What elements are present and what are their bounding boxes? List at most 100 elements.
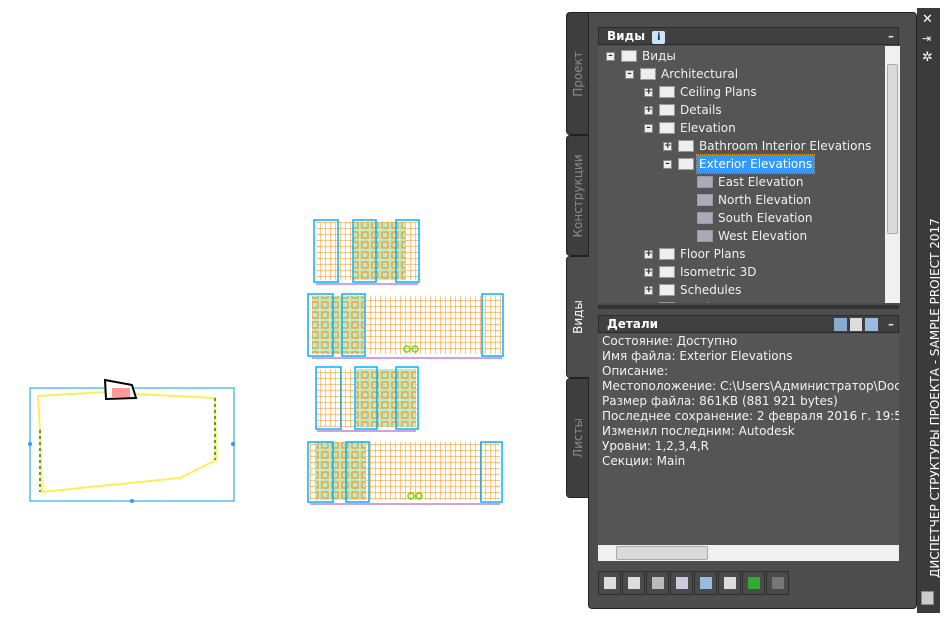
tree-item-label: Elevation	[680, 121, 736, 135]
collapse-icon[interactable]: –	[606, 52, 615, 61]
tree-item[interactable]: – Exterior Elevations	[598, 154, 885, 174]
tree-item-label: South Elevation	[718, 211, 813, 225]
refresh-button[interactable]	[742, 571, 765, 595]
details-list-icon[interactable]	[849, 318, 863, 331]
tree-item[interactable]: South Elevation	[598, 209, 885, 227]
details-title: Детали	[607, 317, 659, 331]
tree-vertical-scrollbar[interactable]	[885, 46, 900, 303]
folder-icon	[659, 86, 675, 98]
properties-icon[interactable]: ✲	[922, 50, 933, 65]
tree-item-label: Exterior Elevations	[695, 154, 816, 174]
tab-label: Листы	[570, 418, 585, 458]
tree-item[interactable]: West Elevation	[598, 227, 885, 245]
tab-views[interactable]: Виды	[566, 256, 589, 378]
tree-item-label: Details	[680, 103, 722, 117]
tab-label: Конструкции	[570, 153, 585, 238]
detail-line: Уровни: 1,2,3,4,R	[602, 439, 709, 453]
drawing-canvas[interactable]	[0, 0, 565, 622]
details-header[interactable]: Детали –	[598, 315, 899, 333]
tree-item-label: Виды	[642, 49, 676, 63]
repath-button[interactable]	[766, 571, 789, 595]
expand-icon[interactable]: +	[644, 249, 653, 259]
expand-icon[interactable]: +	[663, 141, 672, 151]
new-view-category-button[interactable]	[622, 571, 645, 595]
tab-constructs[interactable]: Конструкции	[566, 135, 589, 256]
folder-icon	[659, 302, 675, 303]
folder-open-icon	[640, 68, 656, 80]
scroll-thumb[interactable]	[616, 546, 708, 560]
splitter[interactable]	[598, 305, 899, 309]
views-tree[interactable]: – Виды – Architectural + Ceiling Plans + Detail…	[598, 46, 885, 303]
tree-item-label: West Elevation	[718, 229, 808, 243]
palette-title-bar[interactable]: ✕ ⇥ ✲ ДИСПЕТЧЕР СТРУКТУРЫ ПРОЕКТА - SAMP…	[917, 8, 942, 613]
detail-line: Имя файла: Exterior Elevations	[602, 349, 793, 363]
tree-item-label: East Elevation	[718, 175, 804, 189]
expand-icon[interactable]: +	[644, 267, 653, 277]
tree-item[interactable]: + Schedules	[598, 281, 885, 299]
folder-icon	[659, 104, 675, 116]
tree-item[interactable]: + Isometric 3D	[598, 263, 885, 281]
minimize-button[interactable]: –	[888, 29, 894, 43]
layout-button[interactable]	[718, 571, 741, 595]
expand-icon[interactable]: +	[644, 105, 653, 115]
tree-item[interactable]: – Elevation	[598, 119, 885, 137]
view-icon	[697, 176, 713, 188]
tree-item[interactable]: East Elevation	[598, 173, 885, 191]
tab-sheets[interactable]: Листы	[566, 378, 589, 498]
select-icon	[700, 577, 712, 589]
auto-hide-icon[interactable]: ⇥	[922, 32, 932, 45]
details-content: Состояние: Доступно Имя файла: Exterior E…	[598, 334, 899, 546]
minimize-button[interactable]: –	[888, 317, 894, 331]
tree-item[interactable]: + Details	[598, 101, 885, 119]
views-header[interactable]: Виды i –	[598, 27, 899, 45]
preview-icon[interactable]	[834, 318, 847, 331]
elevation-view-icon	[678, 158, 694, 170]
tree-item-label: Isometric 3D	[680, 265, 757, 279]
new-view-icon	[604, 577, 616, 589]
views-title: Виды	[607, 29, 646, 43]
tree-item[interactable]: – Architectural	[598, 65, 885, 83]
view-icon	[697, 194, 713, 206]
detail-line: Описание:	[602, 364, 669, 378]
refresh-icon	[748, 577, 760, 589]
new-view-button[interactable]	[598, 571, 621, 595]
info-icon[interactable]: i	[652, 31, 666, 44]
collapse-icon[interactable]: –	[625, 70, 634, 79]
folder-open-icon	[621, 50, 637, 62]
tree-item-label: Bathroom Interior Elevations	[699, 139, 872, 153]
tree-item[interactable]: + Bathroom Interior Elevations	[598, 137, 885, 155]
tree-item[interactable]: + Floor Plans	[598, 245, 885, 263]
detail-line: Изменил последним: Autodesk	[602, 424, 795, 438]
image-preview-icon[interactable]	[865, 318, 879, 331]
scroll-thumb[interactable]	[887, 64, 898, 234]
folder-icon	[659, 248, 675, 260]
tree-item[interactable]: + Ceiling Plans	[598, 83, 885, 101]
folder-open-icon	[659, 122, 675, 134]
layout-icon	[724, 577, 736, 589]
elevation-view-icon	[678, 140, 694, 152]
detail-line: Секции: Main	[602, 454, 686, 468]
tree-item[interactable]: – Виды	[598, 47, 885, 65]
detail-line: Местоположение: C:\Users\Администратор\D…	[602, 379, 899, 393]
regenerate-button[interactable]	[646, 571, 669, 595]
collapse-icon[interactable]: –	[663, 160, 672, 169]
expand-icon[interactable]: +	[644, 87, 653, 97]
collapse-icon[interactable]: –	[644, 124, 653, 133]
site-plan	[28, 378, 235, 503]
elevation-east	[313, 219, 420, 285]
close-icon[interactable]: ✕	[922, 12, 933, 27]
tree-item[interactable]: +Sections	[598, 299, 885, 303]
tree-item-label: Schedules	[680, 283, 742, 297]
detail-line: Размер файла: 861KB (881 921 bytes)	[602, 394, 838, 408]
attach-button[interactable]	[670, 571, 693, 595]
palette-title: ДИСПЕТЧЕР СТРУКТУРЫ ПРОЕКТА - SAMPLE PRO…	[928, 218, 942, 578]
tab-label: Виды	[571, 300, 585, 334]
tree-item[interactable]: North Elevation	[598, 191, 885, 209]
tab-project[interactable]: Проект	[566, 12, 589, 135]
expand-icon[interactable]: +	[644, 285, 653, 295]
tree-item-label: Ceiling Plans	[680, 85, 757, 99]
regenerate-icon	[652, 577, 664, 589]
select-button[interactable]	[694, 571, 717, 595]
detail-line: Последнее сохранение: 2 февраля 2016 г. …	[602, 409, 899, 423]
details-horizontal-scrollbar[interactable]	[598, 545, 899, 561]
